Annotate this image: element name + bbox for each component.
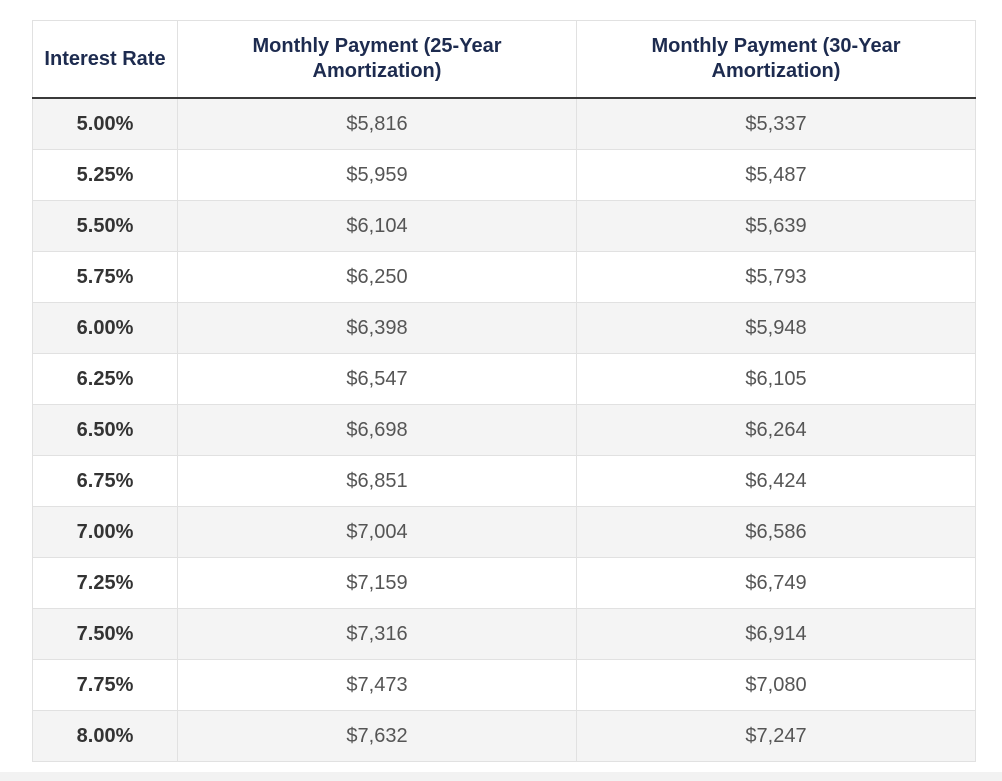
payment-25-year-cell: $6,698 — [177, 404, 577, 456]
payment-25-year-cell: $6,398 — [177, 302, 577, 354]
interest-rate-cell: 8.00% — [32, 710, 178, 762]
interest-rate-cell: 6.25% — [32, 353, 178, 405]
payment-30-year-cell: $7,247 — [576, 710, 976, 762]
interest-rate-cell: 6.50% — [32, 404, 178, 456]
payment-25-year-cell: $7,159 — [177, 557, 577, 609]
table-row: 6.25% $6,547 $6,105 — [32, 353, 976, 405]
interest-rate-cell: 6.00% — [32, 302, 178, 354]
payment-25-year-cell: $5,959 — [177, 149, 577, 201]
payment-25-year-cell: $7,316 — [177, 608, 577, 660]
payment-25-year-cell: $6,851 — [177, 455, 577, 507]
interest-rate-cell: 5.00% — [32, 97, 178, 150]
payment-30-year-cell: $5,639 — [576, 200, 976, 252]
payment-25-year-cell: $5,816 — [177, 97, 577, 150]
interest-rate-cell: 7.50% — [32, 608, 178, 660]
header-row: Interest Rate Monthly Payment (25-Year A… — [32, 20, 976, 99]
table-body: 5.00% $5,816 $5,337 5.25% $5,959 $5,487 5.50% $… — [32, 97, 976, 762]
table-row: 8.00% $7,632 $7,247 — [32, 710, 976, 762]
payment-25-year-cell: $7,632 — [177, 710, 577, 762]
table-row: 6.50% $6,698 $6,264 — [32, 404, 976, 456]
mortgage-payment-table-container: Interest Rate Monthly Payment (25-Year A… — [32, 20, 976, 762]
payment-30-year-cell: $6,586 — [576, 506, 976, 558]
payment-25-year-cell: $7,004 — [177, 506, 577, 558]
payment-30-year-cell: $5,337 — [576, 97, 976, 150]
interest-rate-cell: 5.50% — [32, 200, 178, 252]
payment-25-year-cell: $6,547 — [177, 353, 577, 405]
header-payment-30-year: Monthly Payment (30-Year Amortization) — [576, 20, 976, 99]
payment-25-year-cell: $6,250 — [177, 251, 577, 303]
header-interest-rate: Interest Rate — [32, 20, 178, 99]
payment-30-year-cell: $7,080 — [576, 659, 976, 711]
payment-30-year-cell: $5,948 — [576, 302, 976, 354]
interest-rate-cell: 5.75% — [32, 251, 178, 303]
payment-30-year-cell: $6,105 — [576, 353, 976, 405]
payment-25-year-cell: $7,473 — [177, 659, 577, 711]
interest-rate-cell: 7.00% — [32, 506, 178, 558]
payment-30-year-cell: $6,424 — [576, 455, 976, 507]
table-row: 5.25% $5,959 $5,487 — [32, 149, 976, 201]
table-row: 6.75% $6,851 $6,424 — [32, 455, 976, 507]
table-row: 7.75% $7,473 $7,080 — [32, 659, 976, 711]
interest-rate-cell: 6.75% — [32, 455, 178, 507]
page-bottom-strip — [0, 772, 1002, 781]
table-header: Interest Rate Monthly Payment (25-Year A… — [32, 20, 976, 99]
table-row: 7.00% $7,004 $6,586 — [32, 506, 976, 558]
interest-rate-cell: 5.25% — [32, 149, 178, 201]
table-row: 6.00% $6,398 $5,948 — [32, 302, 976, 354]
payment-30-year-cell: $6,914 — [576, 608, 976, 660]
interest-rate-cell: 7.75% — [32, 659, 178, 711]
table-row: 7.25% $7,159 $6,749 — [32, 557, 976, 609]
payment-25-year-cell: $6,104 — [177, 200, 577, 252]
mortgage-payment-table: Interest Rate Monthly Payment (25-Year A… — [32, 20, 976, 762]
payment-30-year-cell: $5,793 — [576, 251, 976, 303]
payment-30-year-cell: $5,487 — [576, 149, 976, 201]
header-payment-25-year: Monthly Payment (25-Year Amortization) — [177, 20, 577, 99]
table-row: 5.75% $6,250 $5,793 — [32, 251, 976, 303]
table-row: 7.50% $7,316 $6,914 — [32, 608, 976, 660]
payment-30-year-cell: $6,749 — [576, 557, 976, 609]
interest-rate-cell: 7.25% — [32, 557, 178, 609]
table-row: 5.50% $6,104 $5,639 — [32, 200, 976, 252]
table-row: 5.00% $5,816 $5,337 — [32, 97, 976, 150]
payment-30-year-cell: $6,264 — [576, 404, 976, 456]
